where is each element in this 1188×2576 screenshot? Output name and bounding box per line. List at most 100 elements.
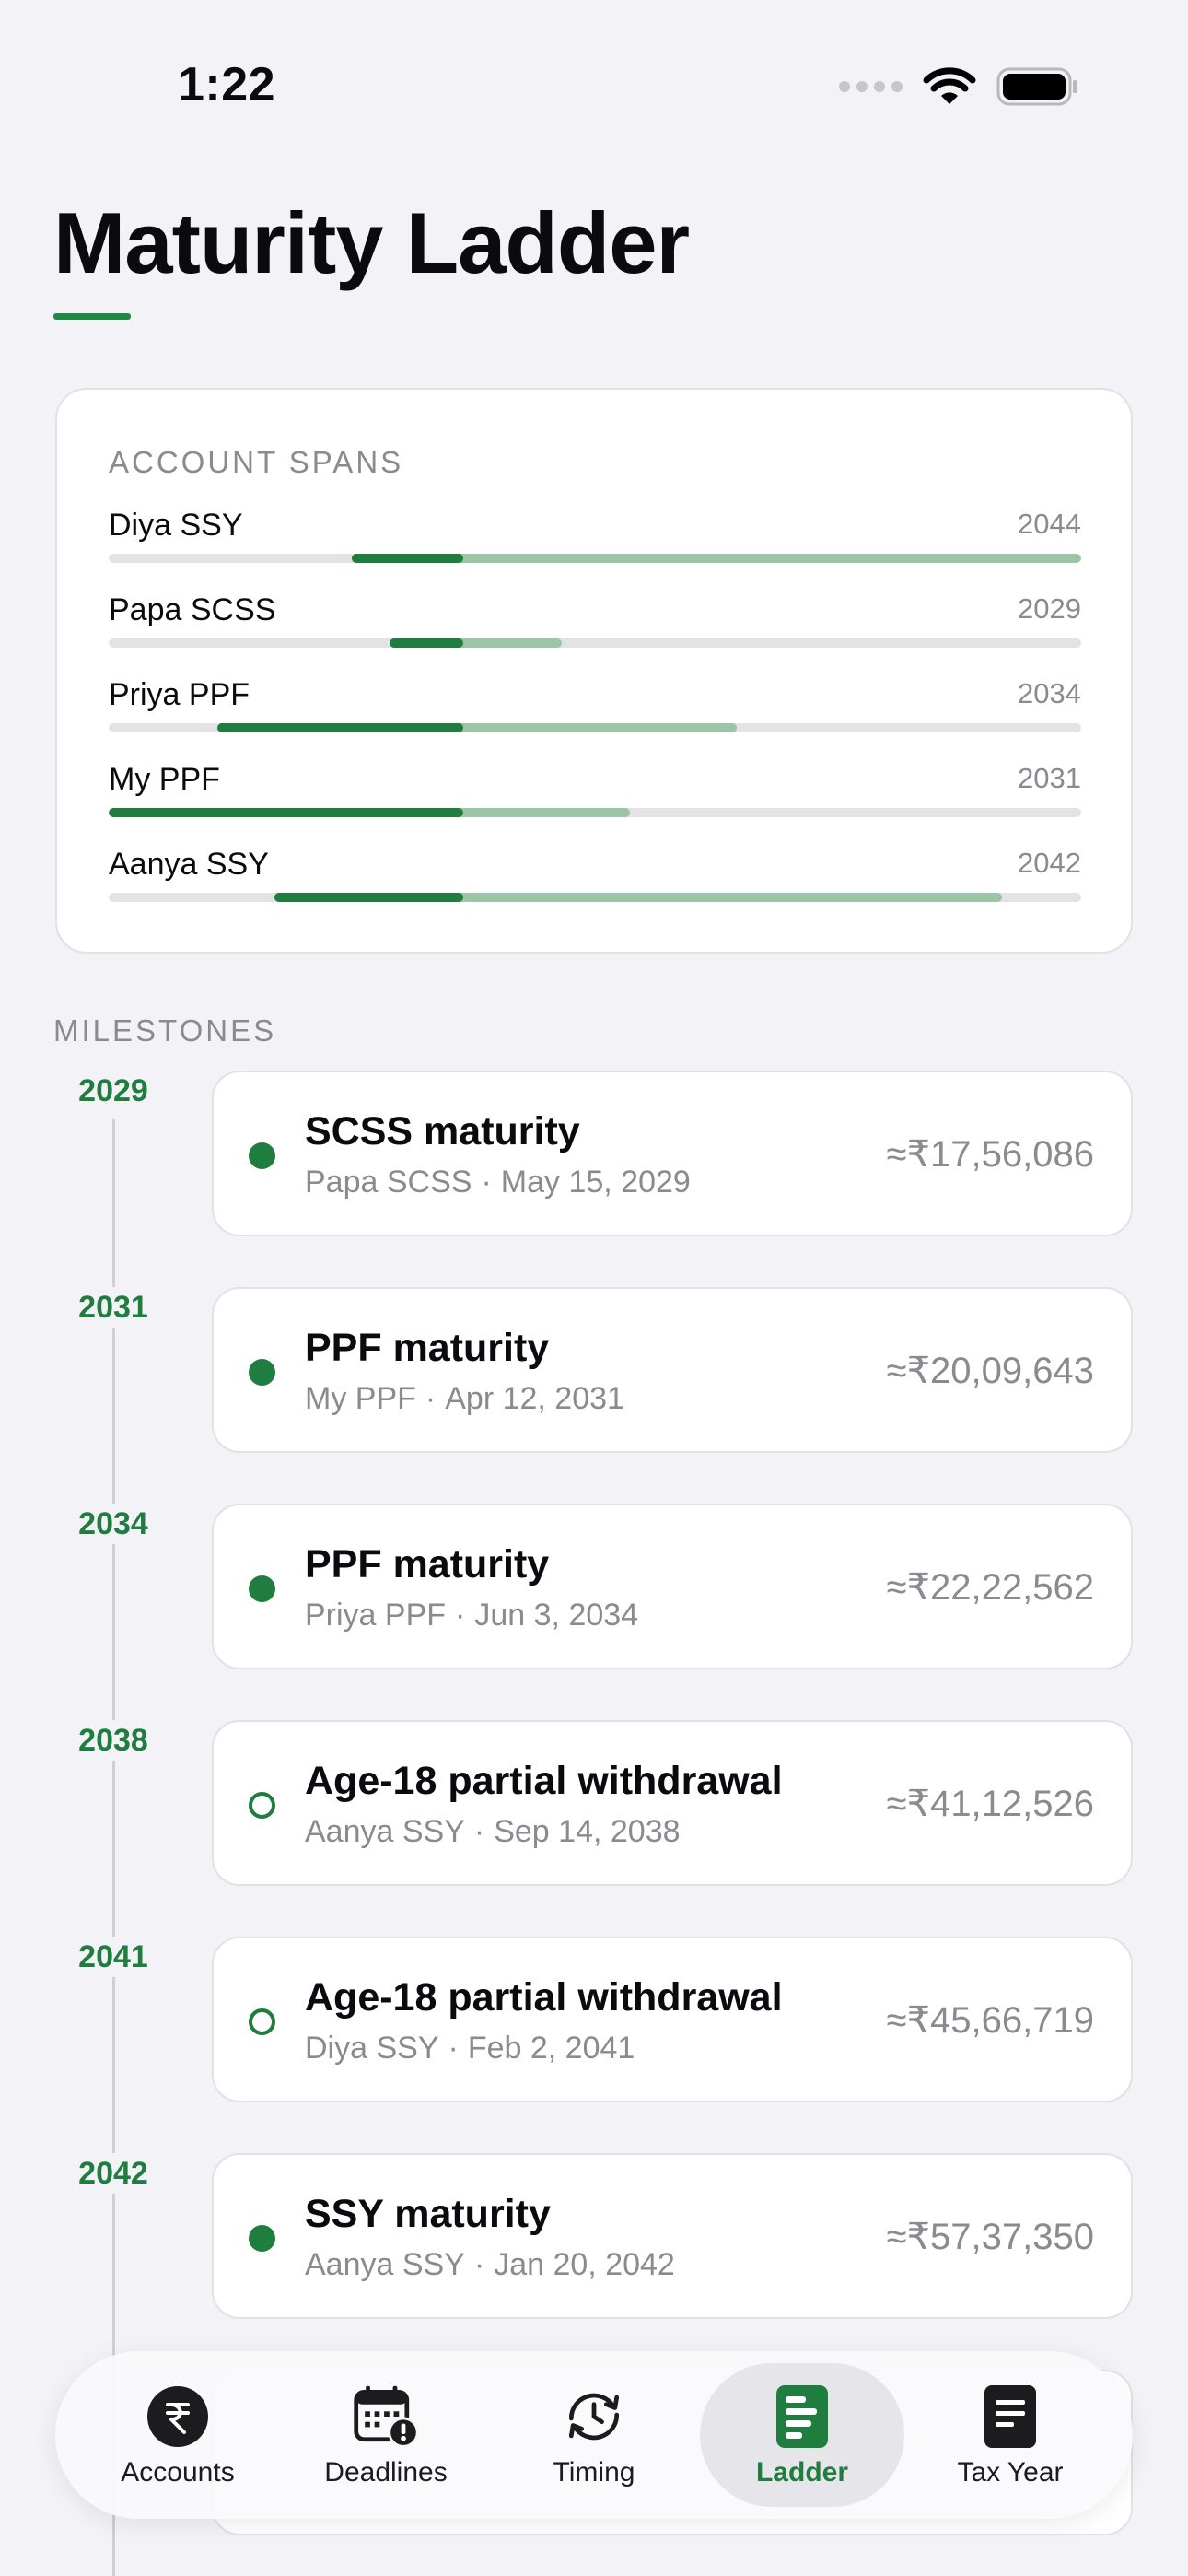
account-spans-label: ACCOUNT SPANS [109,445,404,479]
span-end-year: 2044 [1018,508,1081,540]
span-track [109,808,1081,817]
milestone-card[interactable]: PPF maturity Priya PPF · Jun 3, 2034 ≈₹22,… [212,1504,1133,1669]
tab-accounts[interactable]: Accounts [76,2363,280,2507]
cellular-signal-icon [839,81,903,92]
milestone-date: Jan 20, 2042 [494,2247,675,2282]
span-remaining-bar [390,638,562,648]
span-end-year: 2042 [1018,847,1081,879]
ladder-document-icon [767,2382,837,2452]
milestone-amount: ≈₹57,37,350 [886,2217,1094,2257]
span-name: Diya SSY [109,508,243,543]
tab-label: Timing [553,2457,635,2488]
span-row-diya-ssy: Diya SSY 2044 [109,508,1081,563]
milestone-date: Sep 14, 2038 [494,1814,681,1849]
milestones-label: MILESTONES [53,1013,277,1048]
milestone-title: SCSS maturity [305,1109,580,1153]
milestone-card[interactable]: Age-18 partial withdrawal Aanya SSY · Sep … [212,1720,1133,1886]
span-row-my-ppf: My PPF 2031 [109,762,1081,817]
span-remaining-bar [274,893,1002,902]
milestone-status-dot [249,1575,275,1602]
span-row-papa-scss: Papa SCSS 2029 [109,592,1081,648]
milestone-status-dot [249,1142,275,1169]
milestone-subtitle: Priya PPF · Jun 3, 2034 [305,1598,638,1633]
milestone-amount: ≈₹22,22,562 [886,1567,1094,1608]
milestone-subtitle: My PPF · Apr 12, 2031 [305,1381,624,1417]
title-underline [53,313,131,320]
span-elapsed-bar [390,638,463,648]
milestone-year: 2038 [57,1720,169,1761]
span-elapsed-bar [352,554,463,563]
span-remaining-bar [217,723,737,732]
milestone-year: 2031 [57,1287,169,1328]
milestone-subtitle: Diya SSY · Feb 2, 2041 [305,2031,635,2067]
page-title: Maturity Ladder [53,194,690,291]
span-end-year: 2029 [1018,592,1081,625]
milestone-year: 2042 [57,2153,169,2194]
milestone-title: Age-18 partial withdrawal [305,1759,783,1803]
milestone-title: PPF maturity [305,1542,550,1587]
milestone-status-dot [249,1359,275,1386]
milestone-account: Aanya SSY [305,1814,465,1849]
status-time: 1:22 [178,58,276,111]
tab-ladder[interactable]: Ladder [700,2363,904,2507]
milestone-date: Apr 12, 2031 [445,1381,624,1416]
wifi-icon [923,67,976,104]
span-remaining-bar [352,554,1081,563]
separator: · [425,1381,437,1416]
separator: · [473,2247,485,2282]
milestone-status-dot [249,1792,275,1819]
tab-tax-year[interactable]: Tax Year [908,2363,1112,2507]
span-track [109,638,1081,648]
tab-label: Ladder [755,2457,849,2488]
milestone-date: Feb 2, 2041 [467,2031,635,2066]
span-name: Papa SCSS [109,592,276,627]
milestone-title: PPF maturity [305,1326,550,1370]
milestone-card[interactable]: SCSS maturity Papa SCSS · May 15, 2029 ≈₹1… [212,1071,1133,1236]
milestone-amount: ≈₹17,56,086 [886,1134,1094,1175]
milestone-card[interactable]: PPF maturity My PPF · Apr 12, 2031 ≈₹20,09… [212,1287,1133,1453]
separator: · [455,1598,466,1633]
separator: · [481,1165,492,1200]
document-icon [975,2382,1045,2452]
status-icons [839,66,1079,107]
milestone-title: Age-18 partial withdrawal [305,1975,783,2020]
tab-bar: Accounts Deadlines [55,2351,1133,2519]
milestone-subtitle: Papa SCSS · May 15, 2029 [305,1165,691,1200]
account-spans-card: ACCOUNT SPANS Diya SSY 2044 Papa SCSS 20… [55,388,1133,954]
span-end-year: 2031 [1018,762,1081,794]
span-track [109,723,1081,732]
milestone-card[interactable]: Age-18 partial withdrawal Diya SSY · Feb 2… [212,1937,1133,2102]
span-name: Aanya SSY [109,847,269,882]
milestone-amount: ≈₹20,09,643 [886,1351,1094,1391]
span-row-aanya-ssy: Aanya SSY 2042 [109,847,1081,902]
span-track [109,554,1081,563]
milestone-subtitle: Aanya SSY · Sep 14, 2038 [305,1814,681,1850]
milestone-account: Papa SCSS [305,1165,472,1200]
milestone-account: My PPF [305,1381,416,1416]
milestone-year: 2029 [57,1071,169,1111]
milestone-status-dot [249,2225,275,2252]
milestone-status-dot [249,2008,275,2035]
span-elapsed-bar [274,893,463,902]
milestone-card[interactable]: SSY maturity Aanya SSY · Jan 20, 2042 ≈₹57… [212,2153,1133,2319]
tab-label: Tax Year [957,2457,1064,2488]
span-track [109,893,1081,902]
separator: · [473,1814,485,1849]
milestone-amount: ≈₹45,66,719 [886,2000,1094,2041]
span-name: Priya PPF [109,677,250,712]
milestone-date: May 15, 2029 [500,1165,691,1200]
span-elapsed-bar [109,808,463,817]
tab-label: Deadlines [324,2457,448,2488]
span-elapsed-bar [217,723,463,732]
span-name: My PPF [109,762,220,797]
calendar-alert-icon [351,2382,421,2452]
milestone-subtitle: Aanya SSY · Jan 20, 2042 [305,2247,675,2283]
tab-deadlines[interactable]: Deadlines [284,2363,488,2507]
milestone-date: Jun 3, 2034 [474,1598,639,1633]
milestone-account: Aanya SSY [305,2247,465,2282]
span-row-priya-ppf: Priya PPF 2034 [109,677,1081,732]
tab-timing[interactable]: Timing [492,2363,696,2507]
battery-icon [996,67,1077,106]
rupee-icon [143,2382,213,2452]
